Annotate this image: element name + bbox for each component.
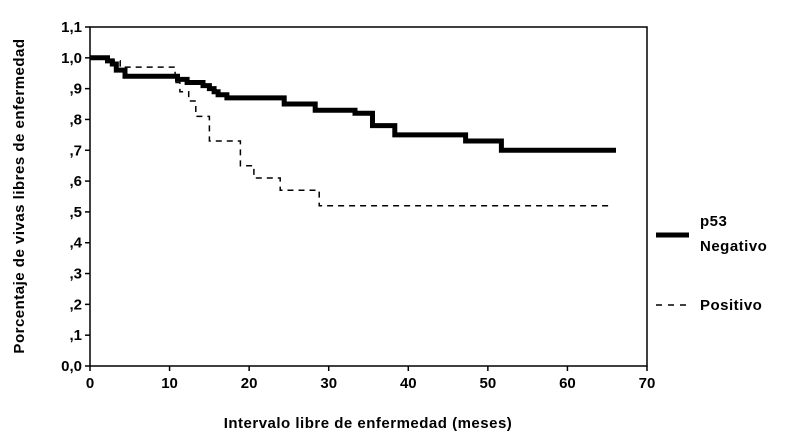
x-tick-label: 10 [161, 375, 178, 392]
y-tick-label: 0,0 [61, 358, 82, 375]
y-tick-label: ,1 [69, 327, 82, 344]
x-axis-title: Intervalo libre de enfermedad (meses) [224, 415, 513, 432]
legend-title: p53 [700, 213, 727, 230]
x-tick-label: 70 [639, 375, 656, 392]
y-tick-label: ,2 [69, 296, 82, 313]
y-tick-label: ,8 [69, 111, 82, 128]
y-axis-ticks: 0,0 ,1 ,2 ,3 ,4 ,5 ,6 ,7 ,8 ,9 1,0 1,1 [61, 19, 90, 375]
y-tick-label: ,6 [69, 173, 82, 190]
series-layer [90, 55, 616, 207]
legend: p53 Negativo Positivo [656, 213, 767, 314]
x-axis-ticks: 0 10 20 30 40 50 60 70 [86, 366, 656, 392]
y-tick-label: 1,0 [61, 50, 82, 67]
series-line-positivo [90, 57, 612, 207]
y-tick-label: ,3 [69, 266, 82, 283]
x-tick-label: 50 [480, 375, 497, 392]
legend-label-positivo: Positivo [700, 297, 762, 314]
x-tick-label: 40 [400, 375, 417, 392]
x-tick-label: 20 [241, 375, 258, 392]
y-tick-label: 1,1 [61, 19, 82, 36]
x-tick-label: 0 [86, 375, 94, 392]
y-tick-label: ,7 [69, 142, 82, 159]
plot-area-frame [89, 26, 648, 367]
legend-label-negativo: Negativo [700, 238, 767, 255]
x-tick-label: 30 [320, 375, 337, 392]
series-line-negativo [90, 55, 616, 153]
x-tick-label: 60 [559, 375, 576, 392]
y-tick-label: ,4 [69, 235, 82, 252]
y-axis-title: Porcentaje de vivas libres de enfermedad [11, 38, 28, 353]
y-tick-label: ,9 [69, 81, 82, 98]
y-tick-label: ,5 [69, 204, 82, 221]
